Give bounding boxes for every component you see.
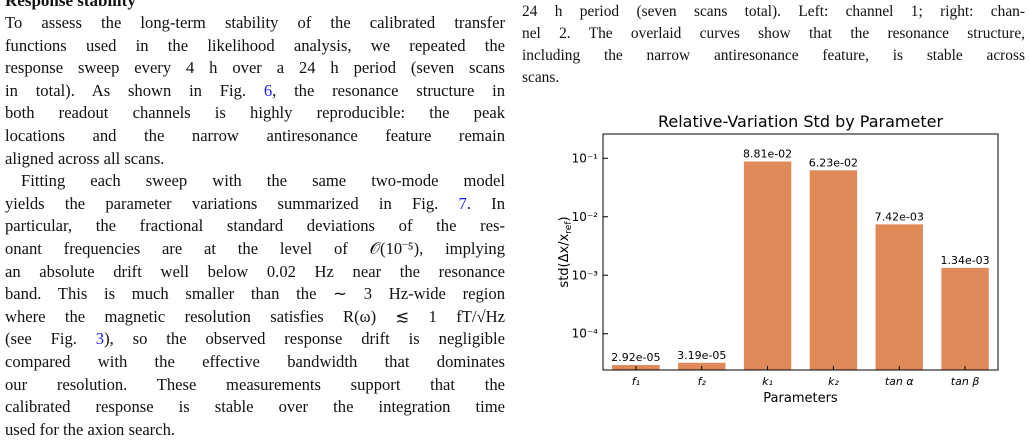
text-run: yields the parameter variations summariz… (5, 193, 459, 213)
value-label: 3.19e-05 (677, 349, 726, 362)
value-label: 8.81e-02 (743, 147, 792, 160)
x-tick-label: tan α (885, 375, 915, 388)
text-line: Fitting each sweep with the same two-mod… (5, 170, 505, 193)
text-run: in total). As shown in Fig. (5, 80, 264, 100)
text-line: in total). As shown in Fig. 6, the reson… (5, 80, 505, 103)
section-heading: Response stability (5, 0, 136, 10)
text-line: response sweep every 4 h over a 24 h per… (5, 57, 505, 80)
y-tick-label: 10⁻⁴ (572, 327, 599, 341)
text-line: (see Fig. 3), so the observed response d… (5, 328, 505, 351)
right-column: 24 h period (seven scans total). Left: c… (522, 1, 1025, 89)
text-run: . In (466, 193, 505, 213)
text-line: functions used in the likelihood analysi… (5, 35, 505, 58)
figure-ref[interactable]: 3 (95, 329, 105, 349)
text-run: Fitting each sweep with the same two-mod… (21, 171, 505, 191)
caption-line: nel 2. The overlaid curves show that the… (522, 25, 1025, 42)
text-line: onant frequencies are at the level of 𝒪(… (5, 238, 505, 261)
y-tick-label: 10⁻³ (572, 268, 599, 282)
text-line: used for the axion search. (5, 419, 505, 441)
text-line: band. This is much smaller than the ∼ 3 … (5, 283, 505, 306)
x-tick-label: tan β (951, 375, 980, 388)
figure-ref[interactable]: 7 (458, 193, 467, 213)
text-line: particular, the fractional standard devi… (5, 215, 505, 238)
text-run: band. This is much smaller than the ∼ 3 … (5, 284, 505, 304)
text-run: compared with the effective bandwidth th… (5, 351, 505, 371)
text-run: calibrated response is stable over the i… (5, 397, 505, 417)
text-line: locations and the narrow antiresonance f… (5, 125, 505, 148)
bar (941, 267, 989, 370)
text-line: where the magnetic resolution satisfies … (5, 306, 505, 329)
figure-ref[interactable]: 6 (263, 80, 273, 100)
text-line: an absolute drift well below 0.02 Hz nea… (5, 261, 505, 284)
value-label: 1.34e-03 (940, 254, 989, 267)
text-run: used for the axion search. (5, 419, 176, 439)
text-run: (see Fig. (5, 329, 96, 349)
y-tick-label: 10⁻² (572, 210, 599, 224)
y-axis-label: std(Δx/xref) (557, 216, 574, 287)
value-label: 6.23e-02 (809, 156, 858, 169)
x-tick-label: k₂ (828, 375, 839, 388)
text-line: calibrated response is stable over the i… (5, 396, 505, 419)
text-run: functions used in the likelihood analysi… (5, 35, 505, 55)
bar (875, 224, 923, 370)
value-label: 7.42e-03 (875, 210, 924, 223)
x-axis-label: Parameters (763, 391, 838, 406)
bar (809, 170, 858, 370)
x-tick-label: f₂ (698, 375, 707, 388)
y-tick-label: 10⁻¹ (572, 151, 599, 165)
value-label: 2.92e-05 (611, 351, 660, 364)
text-run: onant frequencies are at the level of 𝒪(… (5, 238, 505, 258)
y-axis-label-main: std(Δx/x (557, 233, 572, 287)
x-tick-label: k₁ (762, 375, 773, 388)
x-tick-label: f₁ (632, 375, 640, 388)
chart-title: Relative-Variation Std by Parameter (658, 112, 943, 131)
text-run: where the magnetic resolution satisfies … (5, 306, 505, 326)
text-run: our resolution. These measurements suppo… (5, 374, 505, 394)
text-run: , the resonance structure in (272, 80, 505, 100)
y-axis-label-end: ) (557, 216, 572, 221)
caption-line: including the narrow antiresonance featu… (522, 47, 1025, 64)
text-line: our resolution. These measurements suppo… (5, 374, 505, 397)
text-line: yields the parameter variations summariz… (5, 193, 505, 216)
text-run: locations and the narrow antiresonance f… (5, 125, 505, 145)
text-run: response sweep every 4 h over a 24 h per… (5, 58, 505, 78)
left-column: To assess the long-term stability of the… (5, 12, 505, 441)
text-run: ), so the observed response drift is neg… (104, 329, 505, 349)
caption-line: scans. (522, 69, 560, 86)
text-line: compared with the effective bandwidth th… (5, 351, 505, 374)
text-run: To assess the long-term stability of the… (5, 13, 505, 32)
text-run: aligned across all scans. (5, 148, 165, 168)
plot-frame (602, 133, 999, 371)
bar (743, 161, 792, 370)
text-line: both readout channels is highly reproduc… (5, 102, 505, 125)
text-run: an absolute drift well below 0.02 Hz nea… (5, 261, 505, 281)
text-run: both readout channels is highly reproduc… (5, 103, 505, 123)
y-axis-label-sub: ref (564, 221, 574, 234)
text-run: particular, the fractional standard devi… (5, 216, 505, 236)
text-line: aligned across all scans. (5, 148, 505, 171)
text-line: To assess the long-term stability of the… (5, 12, 505, 35)
caption-line: 24 h period (seven scans total). Left: c… (522, 3, 1025, 20)
